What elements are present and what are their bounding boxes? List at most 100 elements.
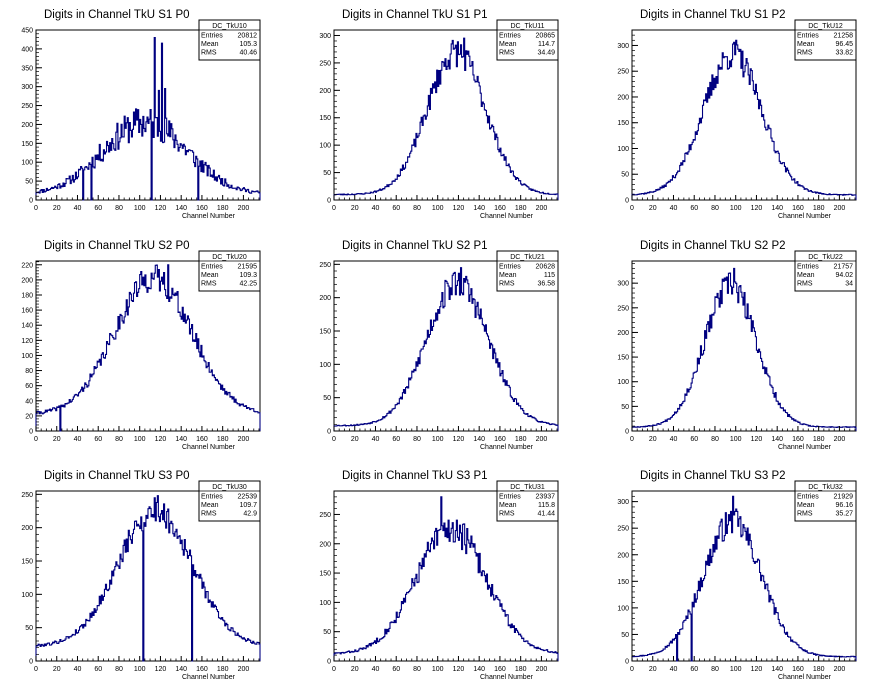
stats-label: Entries [797, 33, 819, 40]
y-tick-label: 200 [617, 552, 629, 559]
x-tick-label: 160 [792, 666, 804, 673]
x-tick-label: 180 [813, 205, 825, 212]
plot-frame [35, 29, 261, 201]
x-tick-label: 20 [351, 436, 359, 443]
histogram-panel: Digits in Channel TkU S3 P0 0 20 40 60 80 100 1… [21, 470, 261, 681]
y-tick-label: 80 [25, 368, 33, 375]
x-tick-label: 200 [238, 436, 250, 443]
stats-label: RMS [499, 50, 515, 57]
stats-label: Mean [201, 272, 219, 279]
histogram-series [35, 495, 261, 662]
stats-label: Entries [499, 33, 521, 40]
stats-box [794, 19, 857, 61]
stats-label: RMS [797, 50, 813, 57]
x-axis-label: Channel Number [778, 213, 832, 220]
histogram-series [333, 37, 559, 200]
y-tick-label: 300 [319, 33, 331, 40]
stats-label: Mean [201, 41, 219, 48]
y-tick-label: 250 [21, 103, 33, 110]
x-tick-label: 20 [351, 205, 359, 212]
stats-value-mean: 115.8 [538, 502, 555, 509]
x-tick-label: 140 [771, 205, 783, 212]
stats-name: DC_TkU30 [212, 484, 247, 491]
y-tick-label: 200 [21, 277, 33, 284]
histogram-series [333, 496, 559, 661]
x-tick-label: 100 [432, 666, 444, 673]
x-tick-label: 200 [834, 205, 846, 212]
stats-label: RMS [797, 281, 813, 288]
stats-label: Entries [201, 33, 223, 40]
y-tick-label: 200 [319, 88, 331, 95]
stats-label: Entries [499, 494, 521, 501]
y-tick-label: 100 [617, 605, 629, 612]
x-tick-label: 200 [834, 436, 846, 443]
y-tick-label: 200 [319, 295, 331, 302]
x-tick-label: 100 [134, 205, 146, 212]
x-axis-label: Channel Number [182, 213, 236, 220]
x-tick-label: 180 [217, 436, 229, 443]
x-tick-label: 200 [238, 205, 250, 212]
y-tick-label: 0 [625, 429, 629, 436]
x-tick-label: 40 [74, 205, 82, 212]
stats-value-entries: 23937 [536, 494, 556, 501]
panel-title: Digits in Channel TkU S3 P1 [342, 470, 488, 482]
stats-value-rms: 35.27 [835, 511, 853, 518]
stats-label: Entries [201, 264, 223, 271]
stats-value-rms: 36.58 [537, 281, 555, 288]
x-tick-label: 160 [494, 666, 506, 673]
y-tick-label: 250 [319, 60, 331, 67]
stats-label: Mean [499, 41, 517, 48]
y-tick-label: 100 [21, 592, 33, 599]
panel-title: Digits in Channel TkU S3 P0 [44, 470, 190, 482]
x-tick-label: 40 [670, 436, 678, 443]
x-tick-label: 0 [332, 436, 336, 443]
stats-value-rms: 34 [845, 281, 853, 288]
x-tick-label: 0 [332, 205, 336, 212]
stats-label: RMS [201, 281, 217, 288]
x-tick-label: 80 [711, 666, 719, 673]
stats-value-mean: 96.45 [835, 41, 853, 48]
x-tick-label: 120 [155, 436, 167, 443]
x-tick-label: 20 [649, 436, 657, 443]
stats-box [198, 19, 261, 61]
y-tick-label: 250 [617, 69, 629, 76]
x-tick-label: 140 [175, 205, 187, 212]
stats-value-entries: 21258 [834, 33, 854, 40]
x-tick-label: 0 [630, 666, 634, 673]
x-tick-label: 80 [413, 436, 421, 443]
x-tick-label: 120 [751, 436, 763, 443]
y-tick-label: 50 [621, 404, 629, 411]
stats-name: DC_TkU20 [212, 254, 247, 261]
stats-value-entries: 20628 [536, 264, 556, 271]
x-tick-label: 60 [392, 205, 400, 212]
stats-value-entries: 21595 [238, 264, 258, 271]
histogram-panel: Digits in Channel TkU S3 P2 0 20 40 60 80 100 1… [617, 470, 857, 681]
histogram-series [35, 37, 261, 201]
x-tick-label: 160 [792, 205, 804, 212]
x-tick-label: 120 [453, 205, 465, 212]
stats-box [496, 480, 559, 522]
stats-box [794, 480, 857, 522]
histogram-series [631, 267, 857, 431]
x-tick-label: 180 [515, 205, 527, 212]
x-tick-label: 20 [649, 205, 657, 212]
stats-value-rms: 41.44 [537, 511, 555, 518]
x-tick-label: 20 [351, 666, 359, 673]
panel-title: Digits in Channel TkU S2 P1 [342, 240, 488, 252]
x-axis-label: Channel Number [182, 674, 236, 681]
panel-title: Digits in Channel TkU S1 P0 [44, 9, 190, 21]
y-tick-label: 200 [617, 330, 629, 337]
stats-value-rms: 40.46 [239, 50, 257, 57]
stats-name: DC_TkU32 [808, 484, 843, 491]
x-tick-label: 160 [196, 666, 208, 673]
x-axis-label: Channel Number [480, 674, 534, 681]
x-tick-label: 120 [155, 666, 167, 673]
stats-value-rms: 42.9 [243, 511, 257, 518]
stats-value-mean: 94.02 [835, 272, 853, 279]
stats-label: RMS [797, 511, 813, 518]
x-tick-label: 20 [53, 205, 61, 212]
stats-value-entries: 22539 [238, 494, 258, 501]
x-tick-label: 60 [392, 666, 400, 673]
x-tick-label: 140 [473, 436, 485, 443]
x-tick-label: 200 [536, 666, 548, 673]
